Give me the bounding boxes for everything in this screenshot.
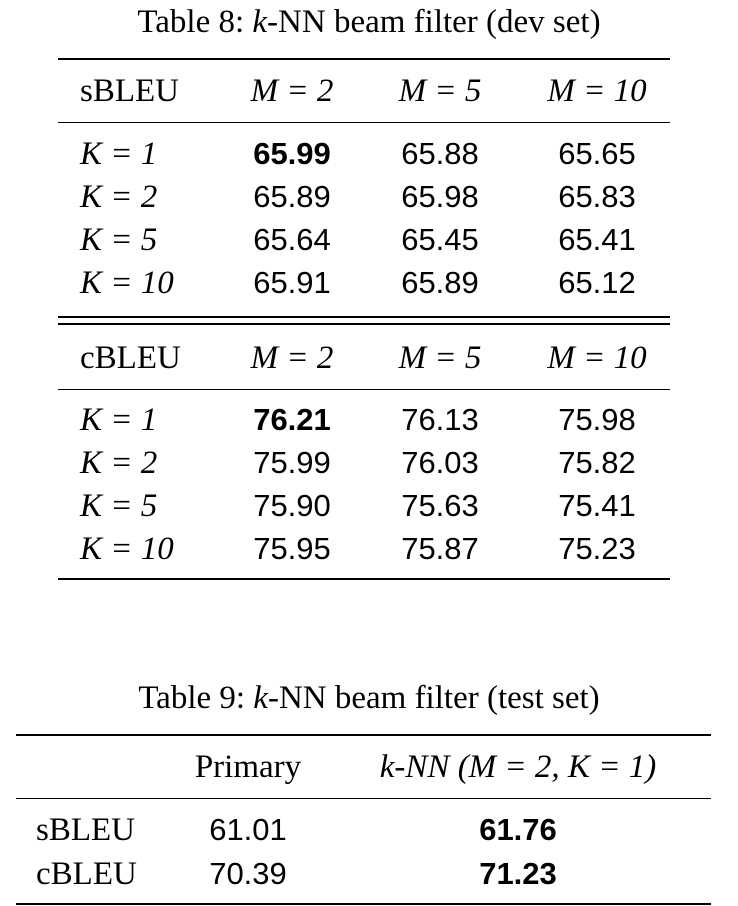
table8-sbleu-k-label: K = 10 <box>80 265 174 301</box>
table8-cbleu-header-rule <box>58 389 670 390</box>
table9-header-rule <box>16 798 711 799</box>
table8-sbleu-m-header: M = 10 <box>547 73 647 109</box>
table8-sbleu-m-header: M = 2 <box>250 73 334 109</box>
table8-cbleu-metric-header: cBLEU <box>80 340 181 376</box>
table8-cbleu-k-label: K = 10 <box>80 531 174 567</box>
table9-primary-value: 61.01 <box>209 812 287 847</box>
table8-sbleu-value-cell: 65.88 <box>401 136 479 171</box>
table8-cbleu-value-cell: 75.87 <box>401 531 479 566</box>
table9-knn-header: k-NN (M = 2, K = 1) <box>379 749 657 785</box>
table8-top-rule <box>58 58 670 60</box>
table9-bottom-rule <box>16 903 711 905</box>
table8-caption-label: Table 8: <box>137 4 245 40</box>
table8-cbleu-value-cell: 76.13 <box>401 402 479 437</box>
table8-sbleu-header-rule <box>58 122 670 123</box>
table8-cbleu-value-cell: 75.63 <box>401 488 479 523</box>
table8-cbleu-value-cell: 75.23 <box>558 531 636 566</box>
table8-sbleu-k-label: K = 2 <box>80 179 158 215</box>
table9-primary-header: Primary <box>194 749 302 785</box>
table8-cbleu-value-cell: 75.90 <box>253 488 331 523</box>
table8-cbleu-header-row: cBLEU M = 2 M = 5 M = 10 <box>0 336 738 380</box>
table8-cbleu-m-header: M = 5 <box>398 340 482 376</box>
table8-cbleu-row: K = 2 75.99 76.03 75.82 <box>0 441 738 485</box>
table8-cbleu-m-header: M = 2 <box>250 340 334 376</box>
table8-sbleu-value-cell: 65.12 <box>558 265 636 300</box>
table8-sbleu-value-cell: 65.89 <box>401 265 479 300</box>
table8-sbleu-k-label: K = 5 <box>80 222 158 258</box>
table8-sbleu-value-cell: 65.45 <box>401 222 479 257</box>
table9-caption-k: k <box>253 680 268 716</box>
table8-cbleu-row: K = 5 75.90 75.63 75.41 <box>0 484 738 528</box>
table8-sbleu-value-cell: 65.99 <box>253 136 331 171</box>
table9-metric-label: cBLEU <box>36 856 137 892</box>
table8-sbleu-k-label: K = 1 <box>80 136 158 172</box>
table9-metric-label: sBLEU <box>36 812 135 848</box>
table8-cbleu-value-cell: 75.98 <box>558 402 636 437</box>
table9-header-row: Primary k-NN (M = 2, K = 1) <box>0 745 738 789</box>
table8-caption-text: -NN beam filter (dev set) <box>267 4 601 40</box>
table8-cbleu-row: K = 10 75.95 75.87 75.23 <box>0 527 738 571</box>
table8-cbleu-value-cell: 75.95 <box>253 531 331 566</box>
table8-double-rule-bottom <box>58 323 670 325</box>
table9-knn-value: 61.76 <box>479 812 557 847</box>
table8-sbleu-m-header: M = 5 <box>398 73 482 109</box>
table8-cbleu-value-cell: 75.99 <box>253 445 331 480</box>
table8-sbleu-value-cell: 65.65 <box>558 136 636 171</box>
table8-cbleu-value-cell: 75.41 <box>558 488 636 523</box>
table8-sbleu-value-cell: 65.91 <box>253 265 331 300</box>
table8-sbleu-value-cell: 65.98 <box>401 179 479 214</box>
table8-sbleu-metric-header: sBLEU <box>80 73 179 109</box>
table8-sbleu-value-cell: 65.83 <box>558 179 636 214</box>
table8-cbleu-value-cell: 76.21 <box>253 402 331 437</box>
table9-row: cBLEU 70.39 71.23 <box>0 852 738 896</box>
table8-sbleu-row: K = 10 65.91 65.89 65.12 <box>0 261 738 305</box>
table8-double-rule-top <box>58 316 670 318</box>
table8-sbleu-header-row: sBLEU M = 2 M = 5 M = 10 <box>0 69 738 113</box>
table9-row: sBLEU 61.01 61.76 <box>0 808 738 852</box>
table9-caption-text: -NN beam filter (test set) <box>267 680 600 716</box>
table8-cbleu-row: K = 1 76.21 76.13 75.98 <box>0 398 738 442</box>
table9-primary-value: 70.39 <box>209 856 287 891</box>
table8-caption-k: k <box>252 4 268 40</box>
table9-top-rule <box>16 734 711 736</box>
table8-cbleu-m-header: M = 10 <box>547 340 647 376</box>
table8-cbleu-value-cell: 75.82 <box>558 445 636 480</box>
table8-cbleu-value-cell: 76.03 <box>401 445 479 480</box>
table8-sbleu-row: K = 1 65.99 65.88 65.65 <box>0 132 738 176</box>
table8-sbleu-row: K = 2 65.89 65.98 65.83 <box>0 175 738 219</box>
table9-knn-value: 71.23 <box>479 856 557 891</box>
table8-sbleu-value-cell: 65.64 <box>253 222 331 257</box>
table8-sbleu-value-cell: 65.41 <box>558 222 636 257</box>
table8-cbleu-k-label: K = 2 <box>80 445 158 481</box>
table9-caption-label: Table 9: <box>138 680 246 716</box>
table9-caption: Table 9: k-NN beam filter (test set) <box>0 678 738 718</box>
table8-cbleu-k-label: K = 5 <box>80 488 158 524</box>
table8-cbleu-k-label: K = 1 <box>80 402 158 438</box>
table8-bottom-rule <box>58 578 670 580</box>
table8-sbleu-value-cell: 65.89 <box>253 179 331 214</box>
table8-sbleu-row: K = 5 65.64 65.45 65.41 <box>0 218 738 262</box>
table8-caption: Table 8: k-NN beam filter (dev set) <box>0 2 738 42</box>
